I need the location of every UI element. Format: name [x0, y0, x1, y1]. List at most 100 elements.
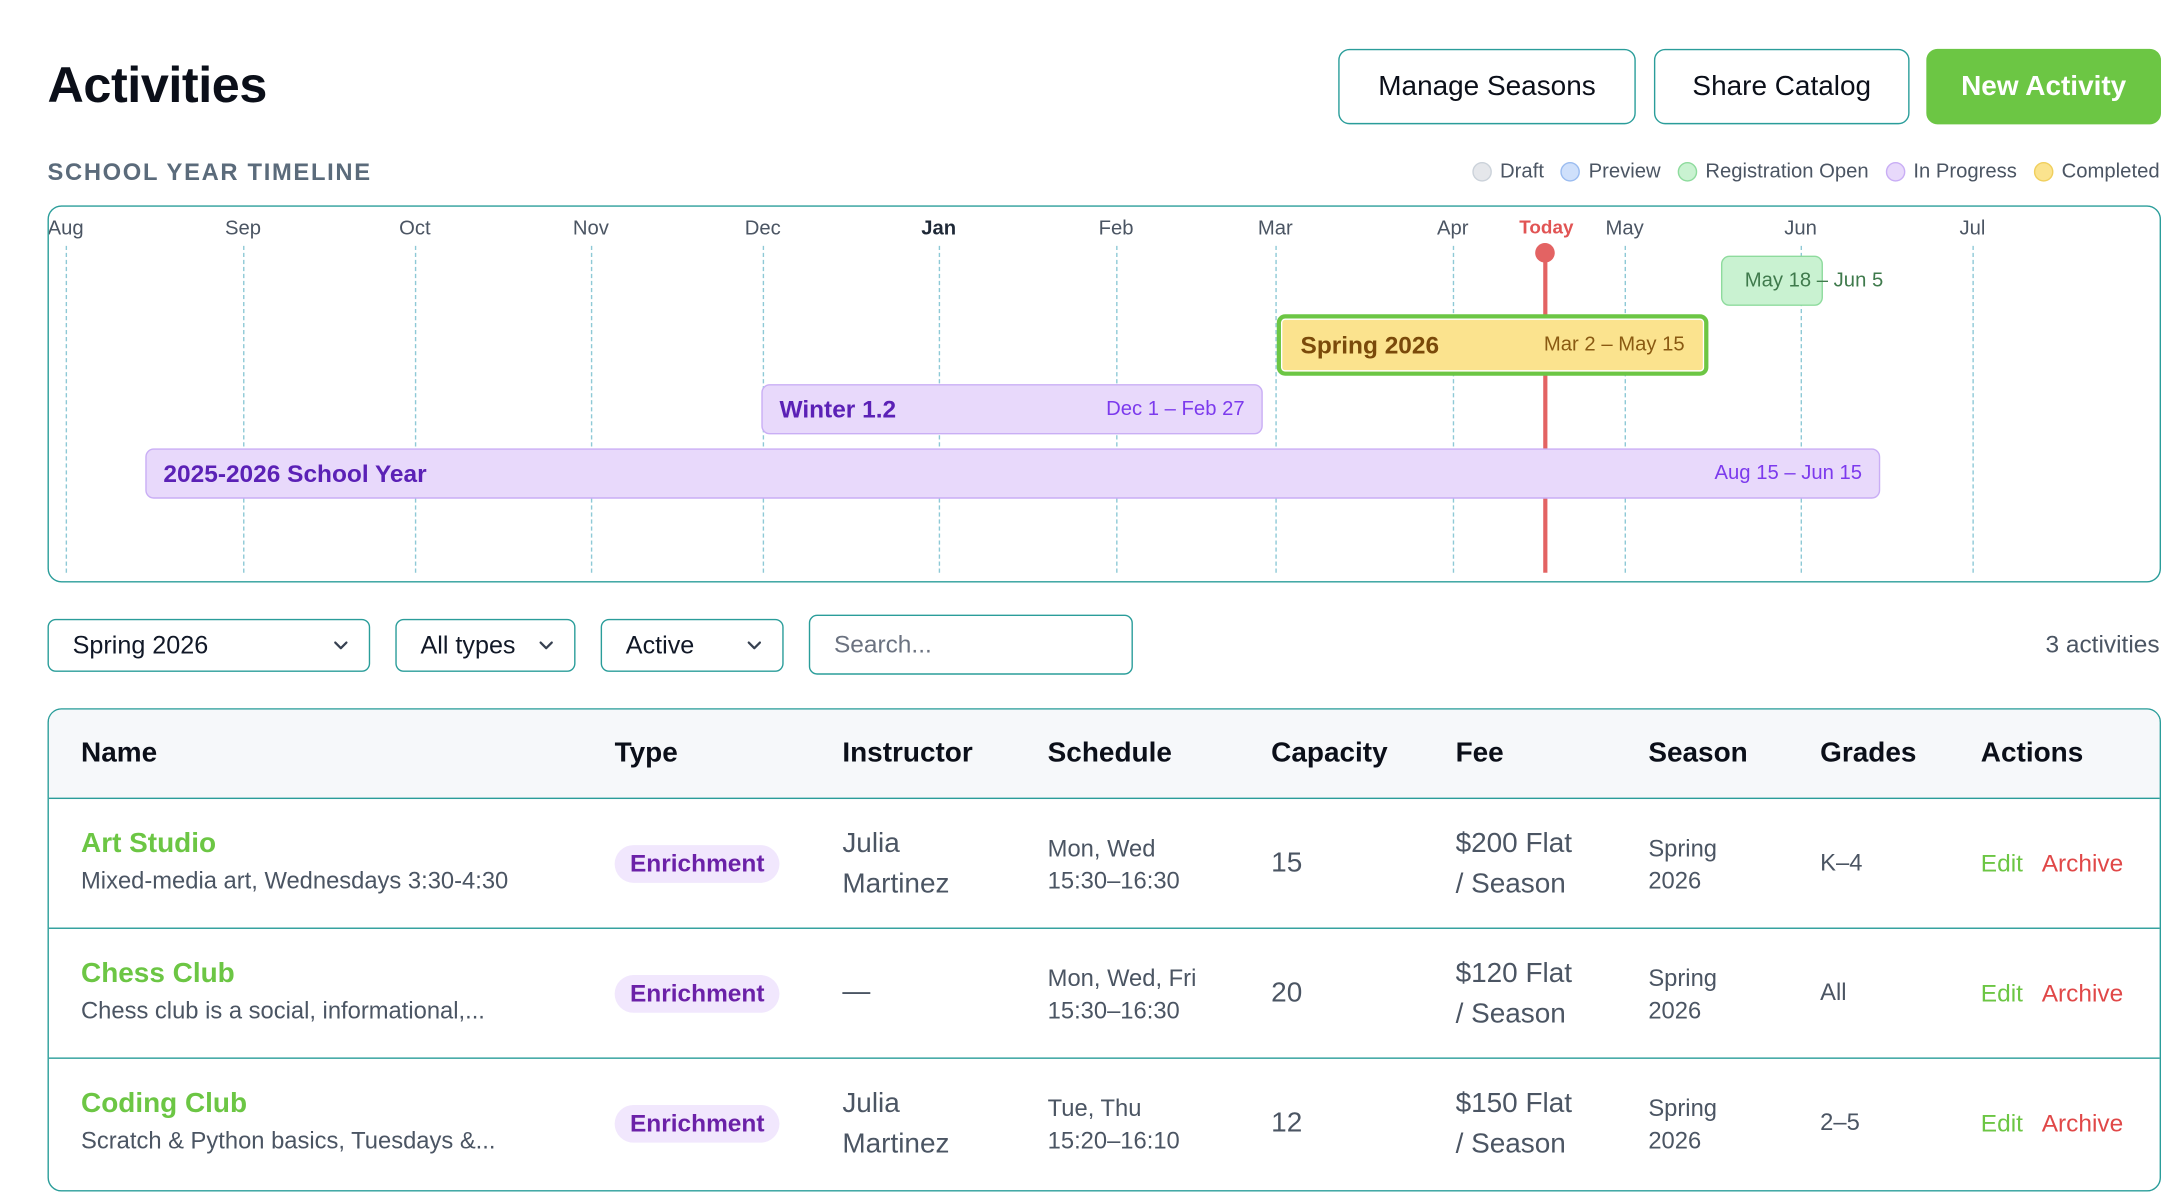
- timeline-bar-range: May 18 – Jun 5: [1744, 269, 1884, 292]
- instructor-cell: Julia Martinez: [842, 824, 949, 905]
- type-filter-select[interactable]: All types: [395, 618, 576, 672]
- schedule-time: 15:20–16:10: [1047, 1127, 1180, 1154]
- month-gridline: [590, 245, 593, 573]
- month-label-may: May: [1605, 217, 1644, 241]
- legend-dot-registration-open: [1677, 162, 1698, 182]
- season-year: 2026: [1648, 1127, 1702, 1154]
- column-header-type[interactable]: Type: [614, 737, 678, 769]
- season-year: 2026: [1648, 867, 1702, 895]
- name-cell: Chess Club Chess club is a social, infor…: [81, 958, 485, 1025]
- schedule-time: 15:30–16:30: [1047, 867, 1180, 895]
- column-header-season[interactable]: Season: [1648, 737, 1748, 769]
- season-name: Spring: [1648, 835, 1717, 862]
- archive-link[interactable]: Archive: [2041, 849, 2124, 878]
- actions-cell: Edit Archive: [1981, 849, 2123, 878]
- activity-name-link[interactable]: Art Studio: [81, 828, 217, 860]
- instructor-last: Martinez: [842, 1128, 950, 1160]
- share-catalog-button[interactable]: Share Catalog: [1653, 48, 1910, 125]
- activity-name-link[interactable]: Coding Club: [81, 1088, 248, 1119]
- legend-item-registration-open: Registration Open: [1677, 161, 1869, 183]
- timeline-bar-registration-open[interactable]: May 18 – Jun 5: [1720, 255, 1883, 306]
- month-gridline: [243, 245, 245, 573]
- legend-item-draft: Draft: [1472, 161, 1544, 183]
- schedule-cell: Tue, Thu 15:20–16:10: [1048, 1092, 1180, 1156]
- capacity-cell: 15: [1271, 847, 1303, 879]
- instructor-first: Julia: [842, 1088, 900, 1119]
- table-row: Coding Club Scratch & Python basics, Tue…: [49, 1059, 2160, 1189]
- month-gridline: [414, 245, 417, 573]
- status-filter-value: Active: [625, 630, 695, 659]
- today-marker-line: [1543, 251, 1547, 573]
- column-header-instructor[interactable]: Instructor: [842, 737, 973, 769]
- month-gridline: [1624, 245, 1626, 573]
- column-header-name[interactable]: Name: [81, 737, 158, 769]
- column-header-grades[interactable]: Grades: [1820, 737, 1917, 769]
- legend-label: Draft: [1500, 160, 1544, 183]
- season-cell: Spring 2026: [1648, 1092, 1717, 1156]
- archive-link[interactable]: Archive: [2041, 979, 2124, 1008]
- status-filter-select[interactable]: Active: [600, 618, 784, 672]
- fee-period: / Season: [1455, 998, 1566, 1030]
- schedule-days: Mon, Wed: [1047, 835, 1156, 862]
- timeline-bar-name: Spring 2026: [1300, 330, 1440, 359]
- today-label: Today: [1519, 216, 1574, 238]
- activities-table: Name Type Instructor Schedule Capacity F…: [47, 708, 2162, 1192]
- legend-dot-preview: [1560, 162, 1581, 182]
- month-label-oct: Oct: [399, 217, 431, 241]
- fee-period: / Season: [1455, 1128, 1566, 1160]
- column-header-schedule[interactable]: Schedule: [1047, 737, 1172, 769]
- legend-label: Preview: [1588, 160, 1661, 183]
- instructor-cell: —: [842, 976, 870, 1008]
- timeline-bar-winter-1-2[interactable]: Winter 1.2 Dec 1 – Feb 27: [761, 384, 1263, 435]
- instructor-cell: Julia Martinez: [842, 1084, 949, 1165]
- timeline-bar-school-year[interactable]: 2025-2026 School Year Aug 15 – Jun 15: [145, 448, 1881, 499]
- column-header-capacity[interactable]: Capacity: [1271, 737, 1388, 769]
- timeline-bar-name: 2025-2026 School Year: [163, 458, 427, 487]
- type-badge: Enrichment: [614, 1104, 780, 1143]
- name-cell: Coding Club Scratch & Python basics, Tue…: [81, 1088, 495, 1155]
- timeline-bar-range: Mar 2 – May 15: [1543, 333, 1685, 357]
- season-cell: Spring 2026: [1648, 962, 1717, 1026]
- timeline-bar-spring-2026[interactable]: Spring 2026 Mar 2 – May 15: [1276, 314, 1709, 376]
- type-badge: Enrichment: [614, 845, 780, 883]
- legend-item-in-progress: In Progress: [1885, 161, 2017, 183]
- fee-cell: $120 Flat / Season: [1456, 954, 1572, 1035]
- edit-link[interactable]: Edit: [1980, 1109, 2023, 1138]
- chevron-down-icon: [747, 641, 762, 650]
- legend-label: Completed: [2061, 160, 2160, 183]
- fee-amount: $120 Flat: [1455, 958, 1573, 990]
- type-badge: Enrichment: [614, 975, 780, 1013]
- legend-item-completed: Completed: [2033, 160, 2160, 183]
- capacity-cell: 12: [1271, 1107, 1303, 1139]
- grades-cell: K–4: [1820, 849, 1863, 876]
- month-label-apr: Apr: [1437, 217, 1469, 241]
- month-label-feb: Feb: [1098, 217, 1134, 241]
- fee-cell: $150 Flat / Season: [1456, 1084, 1572, 1165]
- schedule-cell: Mon, Wed 15:30–16:30: [1048, 833, 1180, 897]
- capacity-cell: 20: [1271, 977, 1303, 1009]
- season-name: Spring: [1648, 1095, 1717, 1122]
- season-filter-select[interactable]: Spring 2026: [47, 618, 371, 672]
- month-gridline: [1972, 245, 1974, 573]
- name-cell: Art Studio Mixed-media art, Wednesdays 3…: [81, 828, 508, 895]
- search-input[interactable]: [808, 614, 1133, 675]
- archive-link[interactable]: Archive: [2041, 1109, 2124, 1138]
- month-label-dec: Dec: [744, 217, 781, 241]
- activity-count: 3 activities: [2045, 630, 2160, 658]
- month-gridline: [1452, 245, 1455, 573]
- legend-dot-in-progress: [1885, 162, 1905, 182]
- manage-seasons-button[interactable]: Manage Seasons: [1338, 48, 1636, 125]
- schedule-cell: Mon, Wed, Fri 15:30–16:30: [1048, 962, 1197, 1026]
- column-header-fee[interactable]: Fee: [1455, 737, 1504, 769]
- activity-name-link[interactable]: Chess Club: [81, 958, 235, 990]
- today-marker-dot: [1535, 243, 1555, 263]
- season-filter-value: Spring 2026: [72, 630, 209, 659]
- edit-link[interactable]: Edit: [1980, 849, 2023, 878]
- edit-link[interactable]: Edit: [1980, 979, 2023, 1008]
- instructor-last: Martinez: [842, 868, 950, 900]
- type-filter-value: All types: [420, 630, 516, 659]
- month-label-jun: Jun: [1784, 217, 1817, 241]
- legend-dot-completed: [2033, 162, 2054, 182]
- schedule-time: 15:30–16:30: [1047, 997, 1180, 1024]
- new-activity-button[interactable]: New Activity: [1926, 48, 2162, 125]
